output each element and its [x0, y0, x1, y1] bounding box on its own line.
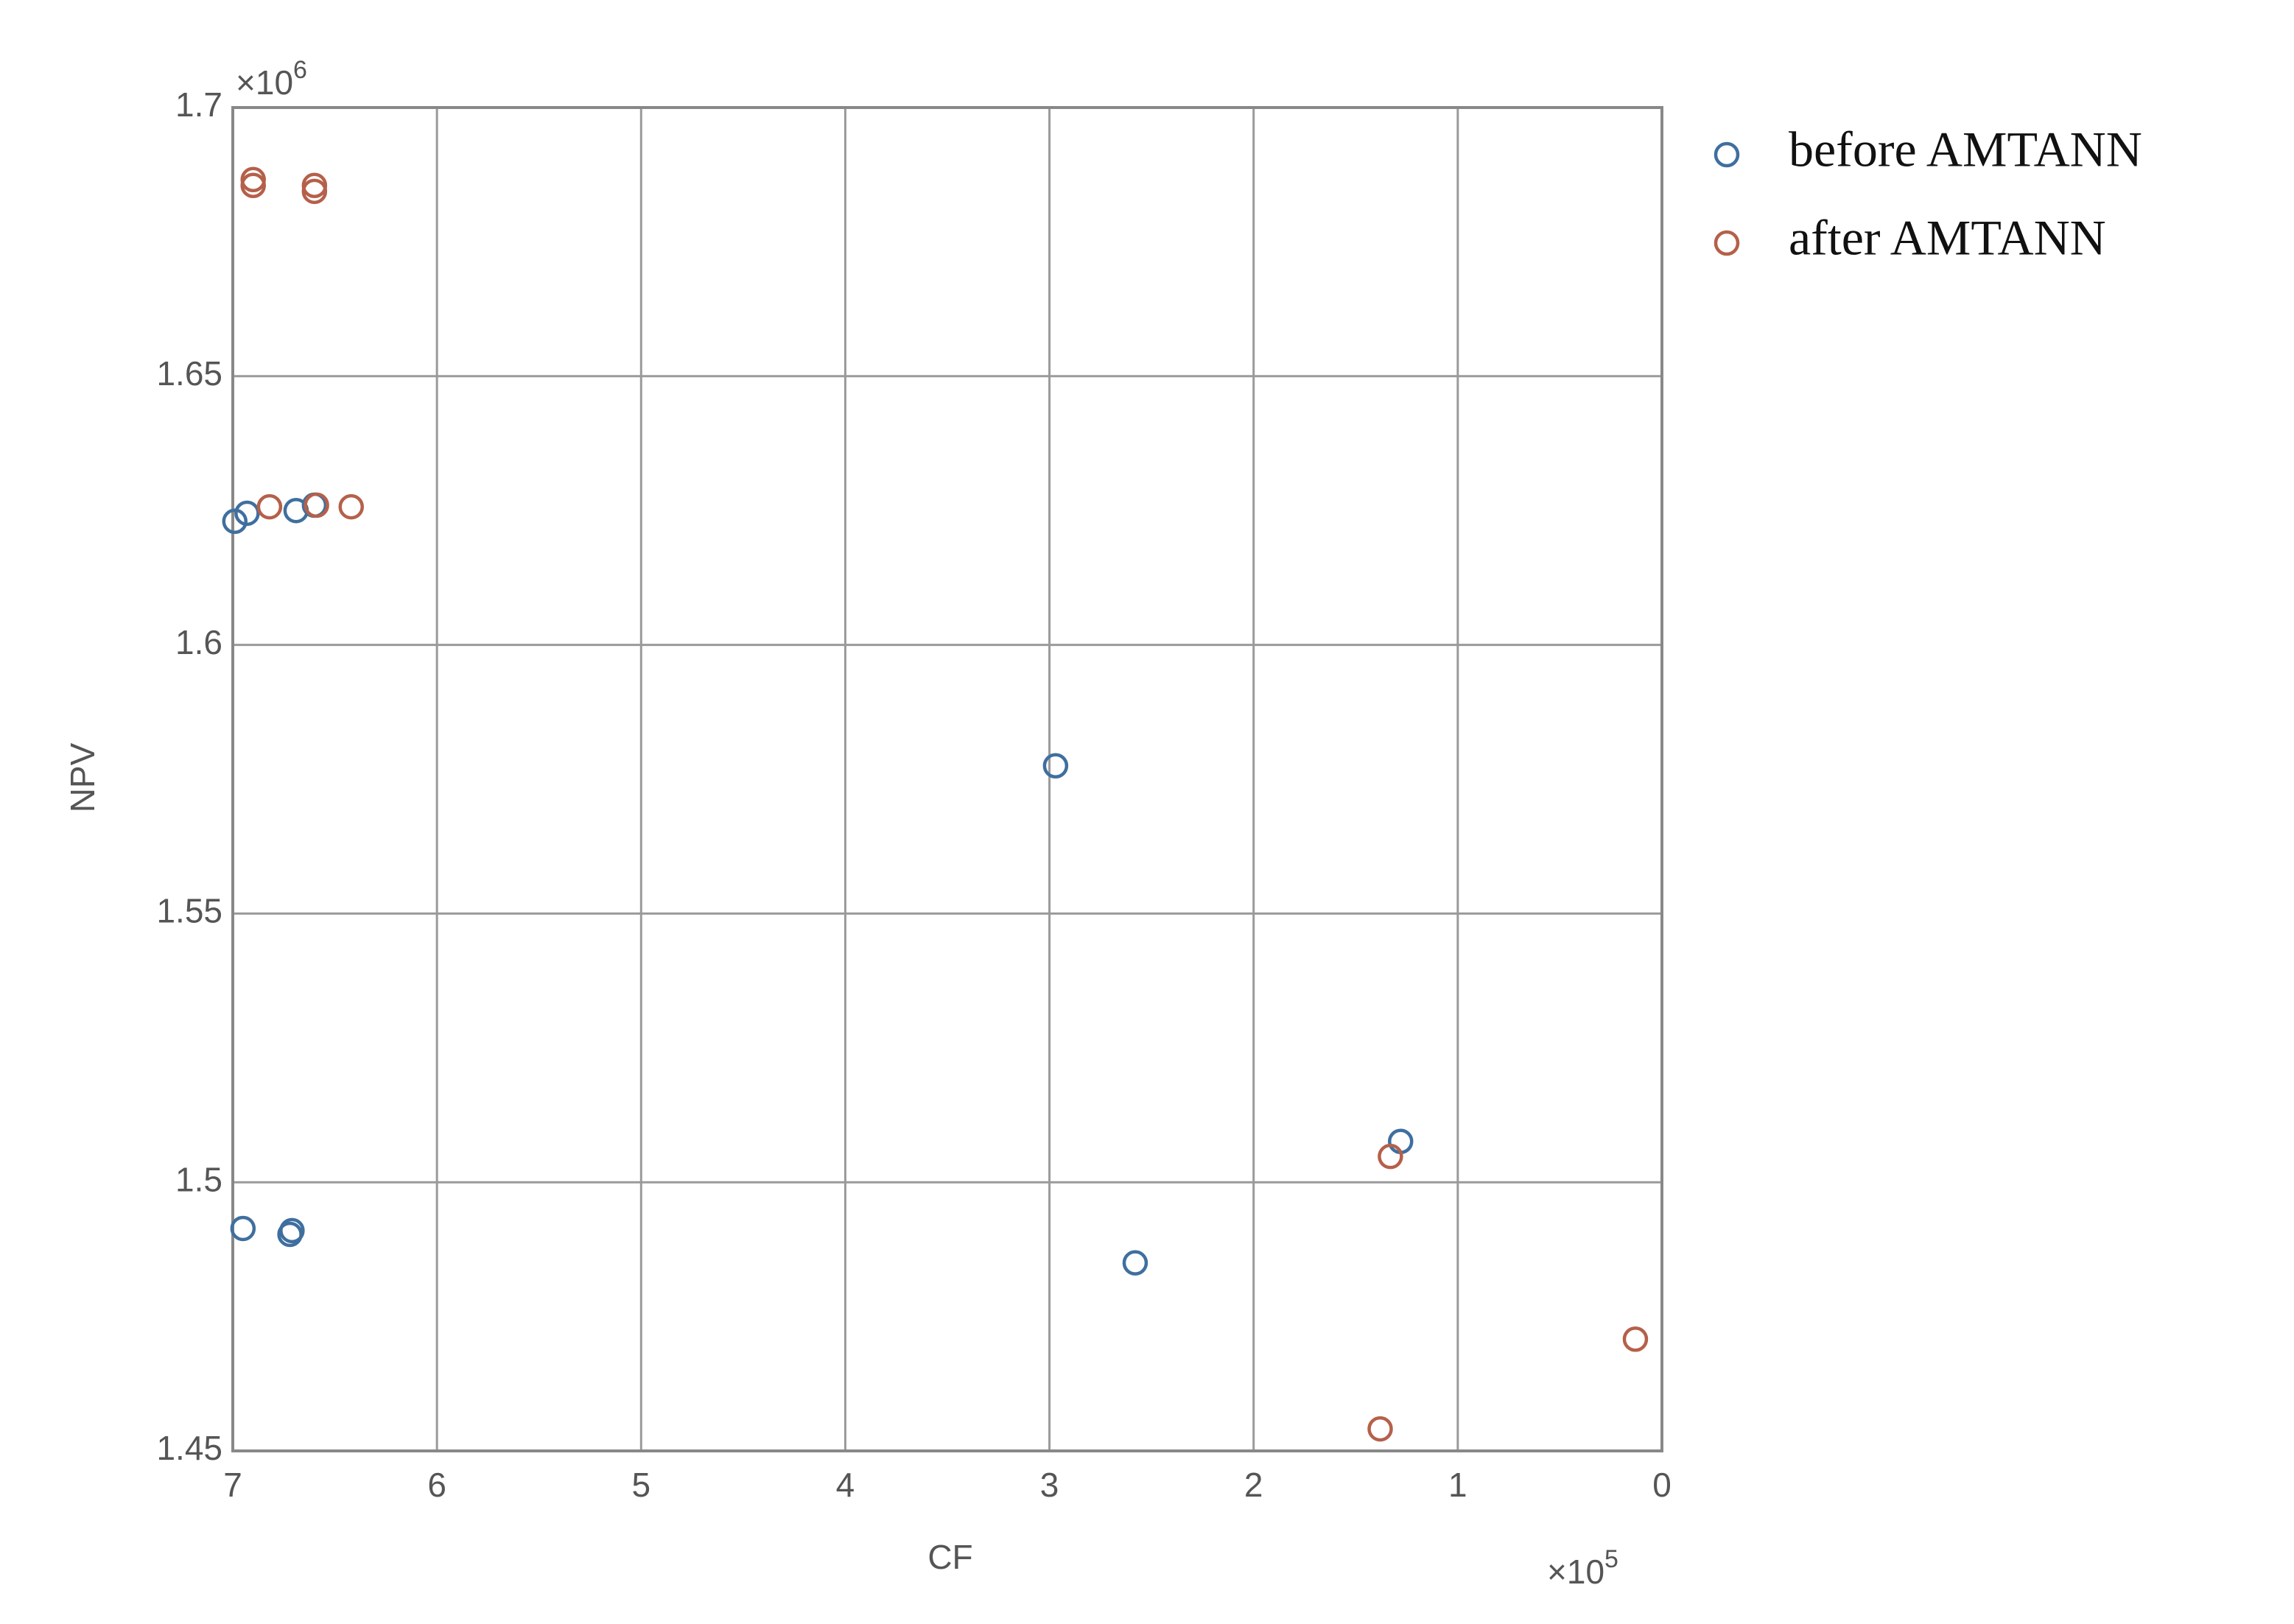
scatter-point: [279, 1217, 305, 1244]
y-tick-label: 1.55: [156, 892, 222, 930]
legend-marker: [1714, 141, 1740, 168]
y-axis-label: NPV: [63, 742, 102, 812]
x-tick-label: 7: [223, 1466, 242, 1504]
scatter-point: [234, 500, 260, 527]
x-tick-label: 0: [1652, 1466, 1672, 1504]
x-tick-label: 1: [1448, 1466, 1467, 1504]
x-tick-label: 5: [631, 1466, 650, 1504]
y-tick-label: 1.6: [175, 623, 222, 661]
plot-frame: [231, 106, 1663, 1452]
legend-label: before AMTANN: [1789, 122, 2142, 177]
scatter-point: [230, 1215, 256, 1242]
y-multiplier-base: ×10: [236, 63, 293, 102]
scatter-point: [256, 493, 283, 520]
scatter-point: [240, 172, 266, 199]
scatter-point: [1378, 1143, 1403, 1170]
y-tick-label: 1.65: [156, 354, 222, 393]
legend-label: after AMTANN: [1789, 210, 2106, 266]
x-axis-label: CF: [927, 1538, 972, 1576]
x-multiplier-base: ×10: [1547, 1553, 1604, 1591]
y-tick-label: 1.45: [156, 1429, 222, 1467]
y-tick-label: 1.7: [175, 85, 222, 124]
scatter-point: [1622, 1326, 1649, 1352]
x-tick-label: 4: [836, 1466, 855, 1504]
x-tick-label: 6: [427, 1466, 446, 1504]
scatter-point: [304, 492, 329, 519]
x-tick-label: 2: [1244, 1466, 1263, 1504]
scatter-point: [301, 178, 328, 205]
scatter-point: [1042, 753, 1069, 779]
scatter-point: [1122, 1250, 1148, 1276]
y-multiplier: ×106: [236, 56, 307, 102]
x-multiplier: ×105: [1547, 1545, 1618, 1591]
scatter-point: [338, 493, 364, 520]
scatter-point: [1367, 1416, 1393, 1442]
x-tick-label: 3: [1040, 1466, 1059, 1504]
x-multiplier-exponent: 5: [1604, 1545, 1618, 1573]
y-tick-label: 1.5: [175, 1160, 222, 1198]
legend-marker: [1714, 230, 1740, 256]
y-multiplier-exponent: 6: [293, 56, 307, 84]
